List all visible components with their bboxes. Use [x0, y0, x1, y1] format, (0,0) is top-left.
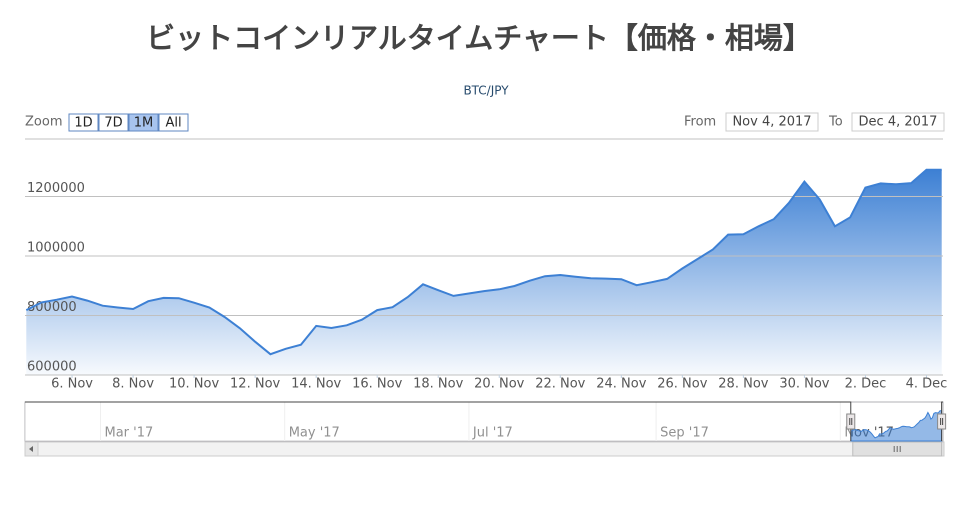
navigator-area [850, 410, 942, 442]
zoom-button[interactable] [158, 113, 189, 132]
x-tick-label: 10. Nov [169, 377, 219, 392]
x-tick-label: 28. Nov [718, 377, 768, 392]
navigator-tick-label: Mar '17 [104, 426, 153, 441]
scrollbar-track[interactable] [24, 441, 945, 457]
y-tick-label: 1000000 [27, 241, 85, 256]
navigator-handle-grip [849, 418, 853, 425]
navigator-tick-label: Sep '17 [660, 426, 709, 441]
navigator-handle[interactable] [846, 413, 856, 430]
zoom-button-label: All [165, 116, 181, 131]
x-tick-label: 12. Nov [230, 377, 280, 392]
zoom-button-label: 1M [134, 116, 154, 131]
x-tick-label: 16. Nov [352, 377, 402, 392]
x-tick-label: 30. Nov [779, 377, 829, 392]
y-tick-label: 1200000 [27, 181, 85, 196]
y-tick-label: 600000 [27, 360, 77, 375]
to-label: To [828, 115, 843, 130]
price-line [25, 168, 942, 356]
navigator-mask-left [25, 402, 851, 441]
from-label: From [684, 115, 716, 130]
from-value: Nov 4, 2017 [732, 115, 811, 130]
navigator-tick-label: Jul '17 [472, 426, 513, 441]
x-tick-label: 18. Nov [413, 377, 463, 392]
to-input[interactable] [851, 112, 945, 132]
x-tick-label: 26. Nov [657, 377, 707, 392]
zoom-button[interactable] [98, 113, 129, 132]
x-tick-label: 20. Nov [474, 377, 524, 392]
x-tick-label: 6. Nov [51, 377, 93, 392]
chart-title: ビットコインリアルタイムチャート【価格・相場】 [146, 21, 812, 55]
area-fill [26, 169, 942, 375]
x-tick-label: 24. Nov [596, 377, 646, 392]
zoom-button-label: 7D [104, 116, 122, 131]
scrollbar-grip [893, 446, 901, 452]
navigator-tick-label: May '17 [289, 426, 340, 441]
y-tick-label: 800000 [27, 300, 77, 315]
chart-subtitle: BTC/JPY [463, 84, 509, 98]
x-tick-label: 2. Dec [845, 377, 887, 392]
x-tick-label: 4. Dec [906, 377, 948, 392]
to-value: Dec 4, 2017 [859, 115, 938, 130]
zoom-button[interactable] [68, 113, 99, 132]
navigator-handle-grip [940, 418, 944, 425]
zoom-button[interactable] [128, 113, 159, 132]
scroll-left-arrow [29, 446, 33, 452]
zoom-button-label: 1D [74, 116, 92, 131]
x-tick-label: 14. Nov [291, 377, 341, 392]
navigator-handle[interactable] [937, 413, 947, 430]
x-tick-label: 22. Nov [535, 377, 585, 392]
zoom-label: Zoom [25, 115, 62, 130]
x-tick-label: 8. Nov [112, 377, 154, 392]
from-input[interactable] [725, 112, 819, 132]
